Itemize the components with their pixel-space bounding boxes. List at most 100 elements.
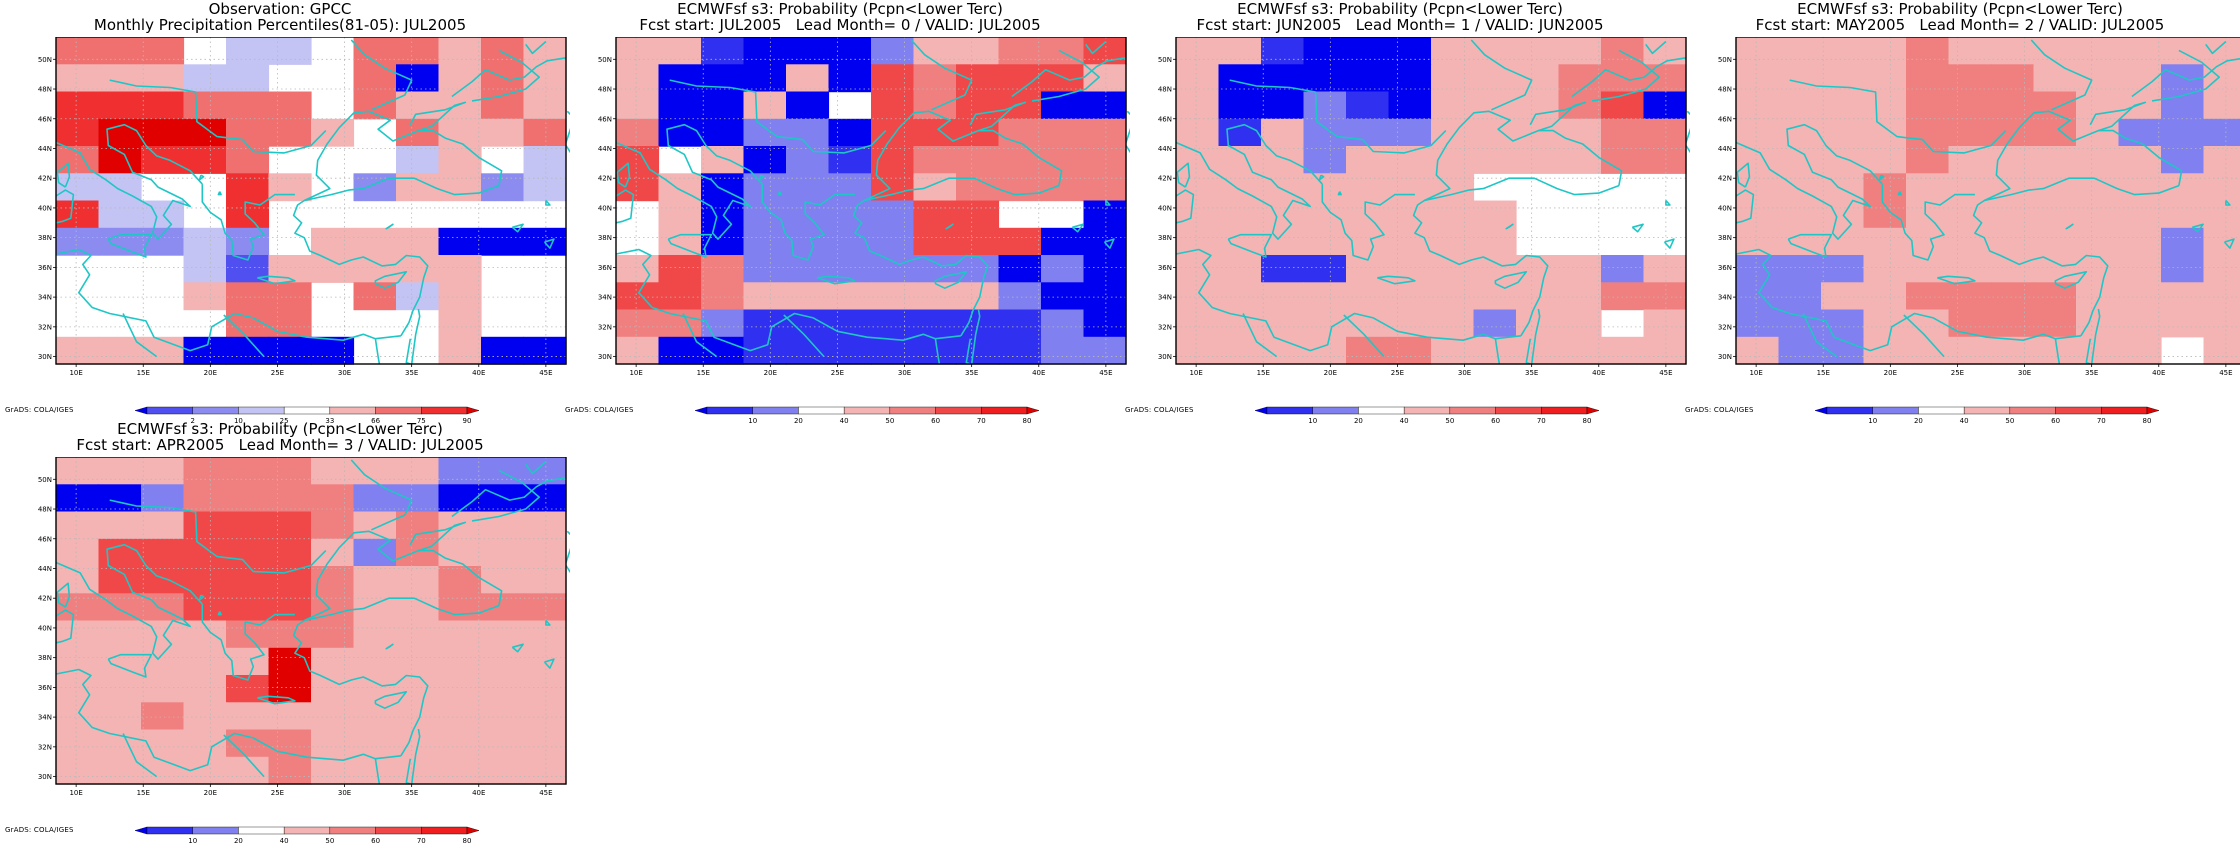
grid-cell (269, 593, 312, 621)
grid-cell (56, 512, 99, 540)
grid-cell (396, 119, 439, 147)
grid-cell (141, 566, 184, 594)
lon-tick-label: 45E (539, 789, 552, 797)
grid-cell (1431, 310, 1474, 338)
grid-cell (396, 566, 439, 594)
grid-cell (616, 119, 659, 147)
grid-cell (914, 228, 957, 256)
grid-cell (1176, 255, 1219, 283)
colorbar-segment (421, 827, 467, 834)
grid-cell (56, 457, 99, 485)
grid-cell (871, 255, 914, 283)
grid-cell (99, 92, 142, 120)
grid-cell (184, 512, 227, 540)
grid-cell (1431, 119, 1474, 147)
grid-cell (914, 255, 957, 283)
grid-cell (1559, 337, 1602, 365)
grid-cell (1991, 282, 2034, 310)
colorbar-svg: 1020405060708090 (1815, 406, 2159, 426)
grid-cell (1219, 37, 1262, 65)
grid-cell (226, 457, 269, 485)
grid-cell (1041, 173, 1084, 201)
grid-cell (1474, 64, 1517, 92)
grid-cell (786, 146, 829, 174)
lat-tick-label: 48N (598, 86, 612, 94)
grid-cell (1559, 146, 1602, 174)
grid-cell (1736, 310, 1779, 338)
grid-cell (269, 173, 312, 201)
grid-cell (99, 539, 142, 567)
coastline (218, 192, 221, 195)
lon-tick-label: 25E (1391, 369, 1404, 377)
grid-cell (1821, 92, 1864, 120)
grid-cell (1864, 173, 1907, 201)
grid-cell (354, 92, 397, 120)
grid-cell (311, 757, 354, 785)
grid-cell (659, 282, 702, 310)
grid-cell (701, 255, 744, 283)
lat-tick-label: 40N (1158, 204, 1172, 212)
grid-cell (226, 337, 269, 365)
lat-tick-label: 32N (38, 323, 52, 331)
grid-cell (99, 457, 142, 485)
grid-cell (2204, 201, 2240, 229)
grid-cell (1041, 119, 1084, 147)
grid-cell (1601, 337, 1644, 365)
colorbar-svg: 1020405060708090 (1255, 406, 1599, 426)
grid-cell (1949, 146, 1992, 174)
grid-cell (226, 37, 269, 65)
grid-cell (956, 64, 999, 92)
grid-cell (956, 146, 999, 174)
grid-cell (701, 64, 744, 92)
grid-cell (2119, 37, 2162, 65)
grid-cell (616, 64, 659, 92)
lon-tick-label: 20E (1884, 369, 1897, 377)
lat-tick-label: 50N (1158, 56, 1172, 64)
grid-cell (1779, 255, 1822, 283)
grid-cell (2076, 119, 2119, 147)
grid-cell (2034, 92, 2077, 120)
grid-cell (829, 146, 872, 174)
colorbar-segment (753, 407, 799, 414)
lat-tick-label: 48N (1718, 86, 1732, 94)
colorbar-segment (1450, 407, 1496, 414)
grid-cell (354, 621, 397, 649)
grid-cell (786, 64, 829, 92)
lat-tick-label: 30N (1718, 353, 1732, 361)
colorbar-svg: 1020405060708090 (135, 826, 479, 846)
lat-tick-label: 46N (38, 115, 52, 123)
grid-cell (1864, 310, 1907, 338)
grid-cell (2076, 146, 2119, 174)
colorbar-segment (238, 407, 284, 414)
colorbar-label: 20 (1354, 417, 1363, 425)
grid-cell (999, 310, 1042, 338)
grid-cell (141, 675, 184, 703)
grid-cell (524, 757, 567, 785)
grid-cell (99, 648, 142, 676)
grid-cell (439, 282, 482, 310)
grid-cell (1779, 146, 1822, 174)
grid-cell (2161, 146, 2204, 174)
coastline (1338, 192, 1341, 195)
grid-cell (56, 757, 99, 785)
grid-cell (396, 64, 439, 92)
grid-cell (2076, 228, 2119, 256)
grid-cell (1516, 119, 1559, 147)
grid-cell (396, 228, 439, 256)
grid-cell (1949, 37, 1992, 65)
grid-cell (184, 92, 227, 120)
grid-cell (1736, 201, 1779, 229)
grid-cell (871, 282, 914, 310)
grid-cell (956, 37, 999, 65)
grid-cell (1219, 92, 1262, 120)
grid-cell (311, 621, 354, 649)
grid-cell (226, 146, 269, 174)
lon-tick-label: 35E (405, 789, 418, 797)
grid-cell (871, 310, 914, 338)
grid-cell (1389, 173, 1432, 201)
grid-cell (1779, 282, 1822, 310)
grid-cell (99, 566, 142, 594)
grid-cell (1516, 37, 1559, 65)
grid-cell (1389, 37, 1432, 65)
grid-cell (99, 337, 142, 365)
